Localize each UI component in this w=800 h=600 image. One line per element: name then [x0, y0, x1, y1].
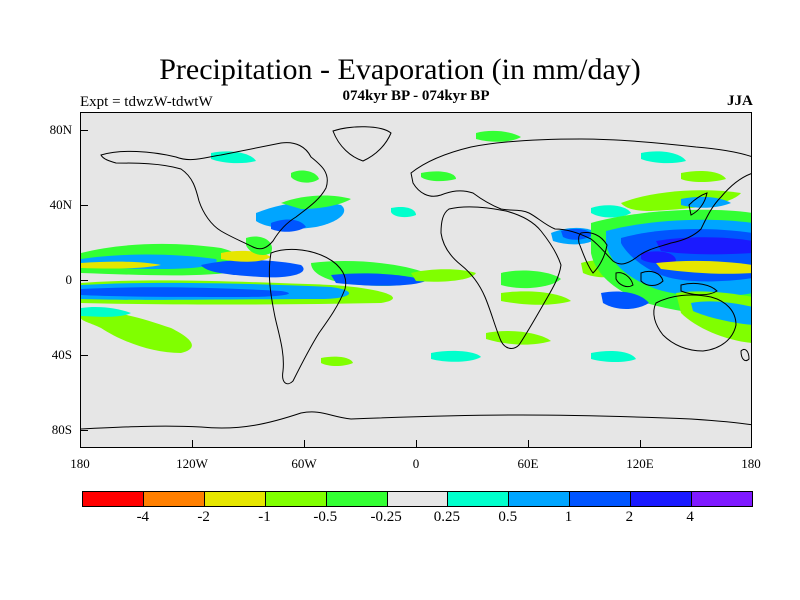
lat-label: 80N — [49, 122, 72, 137]
map-canvas — [81, 126, 751, 430]
field-layer — [81, 130, 751, 366]
colorbar-swatch — [692, 492, 752, 506]
colorbar-label: 0.5 — [498, 509, 518, 525]
coastline-borneo — [640, 270, 664, 286]
colorbar-label: -0.5 — [313, 509, 338, 525]
colorbar-swatch — [326, 492, 388, 506]
time-period-subtitle: 074kyr BP - 074kyr BP — [342, 88, 490, 104]
lon-label: 60W — [291, 456, 317, 471]
coastline-layer — [81, 126, 751, 430]
colorbar-swatch — [265, 492, 327, 506]
coastline-new-zealand — [740, 348, 750, 362]
coastline-north-america — [100, 142, 328, 250]
coastline-south-america — [268, 248, 347, 385]
field-blue — [81, 287, 289, 297]
field-cyan — [641, 151, 686, 164]
world-map — [80, 112, 752, 448]
lat-tick — [80, 205, 88, 206]
colorbar-label: 0.25 — [433, 509, 461, 525]
field-yellow — [81, 261, 161, 269]
field-green — [291, 170, 319, 183]
field-blue — [271, 219, 306, 232]
coastline-eurasia — [410, 138, 751, 265]
colorbar-swatch — [83, 492, 144, 506]
colorbar-label: 4 — [686, 509, 694, 525]
colorbar-label: -0.25 — [370, 509, 402, 525]
colorbar-label: 2 — [625, 509, 634, 525]
field-darkblue — [656, 237, 751, 255]
colorbar-swatch — [387, 492, 449, 506]
lat-label: 40N — [49, 197, 72, 212]
coastline-new-guinea — [680, 282, 718, 296]
lat-tick — [80, 430, 88, 431]
field-blue — [601, 291, 649, 309]
season-label: JJA — [727, 93, 753, 109]
field-green — [81, 311, 192, 353]
field-yellow — [656, 260, 751, 274]
field-green — [681, 171, 726, 182]
field-cyan — [431, 350, 481, 362]
lon-tick — [528, 440, 529, 448]
lat-label: 40S — [51, 347, 72, 362]
lon-tick — [640, 440, 641, 448]
field-cyan — [391, 206, 416, 218]
field-green — [486, 330, 551, 345]
colorbar-swatch — [631, 492, 693, 506]
field-darkblue — [641, 251, 676, 264]
colorbar-label: -1 — [258, 509, 271, 525]
field-green — [421, 171, 456, 182]
coastline-antarctica — [81, 411, 751, 430]
field-lightblue — [691, 301, 751, 325]
lat-label: 0 — [65, 272, 73, 287]
colorbar-label: -4 — [136, 509, 150, 525]
lat-tick — [80, 280, 88, 281]
field-green — [321, 356, 353, 366]
lon-label: 120W — [176, 456, 208, 471]
lat-tick — [80, 130, 88, 131]
lon-tick — [192, 440, 193, 448]
lon-label: 0 — [412, 456, 420, 471]
field-blue — [331, 273, 426, 286]
field-green — [281, 195, 351, 209]
lon-tick — [416, 440, 417, 448]
coastline-sumatra — [615, 272, 634, 288]
field-cyan — [591, 205, 631, 218]
colorbar-swatch — [570, 492, 632, 506]
lat-tick — [80, 355, 88, 356]
lon-tick — [304, 440, 305, 448]
field-cyan — [211, 151, 256, 164]
lon-label: 180 — [741, 456, 761, 471]
colorbar — [82, 491, 753, 507]
lon-label: 180 — [70, 456, 90, 471]
lon-label: 120E — [626, 456, 654, 471]
colorbar-label: -2 — [197, 509, 210, 525]
colorbar-swatch — [204, 492, 266, 506]
experiment-label: Expt = tdwzW-tdwtW — [80, 94, 213, 110]
field-cyan — [591, 351, 636, 362]
field-green — [411, 269, 476, 282]
map-title: Precipitation - Evaporation (in mm/day) — [159, 53, 641, 86]
lon-tick — [80, 440, 81, 448]
coastline-greenland — [332, 126, 392, 162]
field-green — [501, 270, 561, 289]
colorbar-label: 1 — [564, 509, 573, 525]
coastline-africa — [440, 206, 562, 349]
field-green — [476, 130, 521, 142]
field-cyan — [81, 306, 131, 317]
lon-label: 60E — [517, 456, 539, 471]
coastline-australia — [653, 294, 737, 352]
lat-label: 80S — [51, 422, 72, 437]
field-blue — [561, 228, 593, 240]
field-green — [501, 291, 571, 305]
colorbar-swatch — [143, 492, 205, 506]
colorbar-swatch — [509, 492, 571, 506]
coastline-japan — [688, 192, 708, 216]
field-green — [246, 236, 272, 256]
field-blue — [201, 260, 304, 278]
colorbar-swatch — [448, 492, 510, 506]
coastline-india — [578, 232, 608, 274]
lon-tick — [751, 440, 752, 448]
